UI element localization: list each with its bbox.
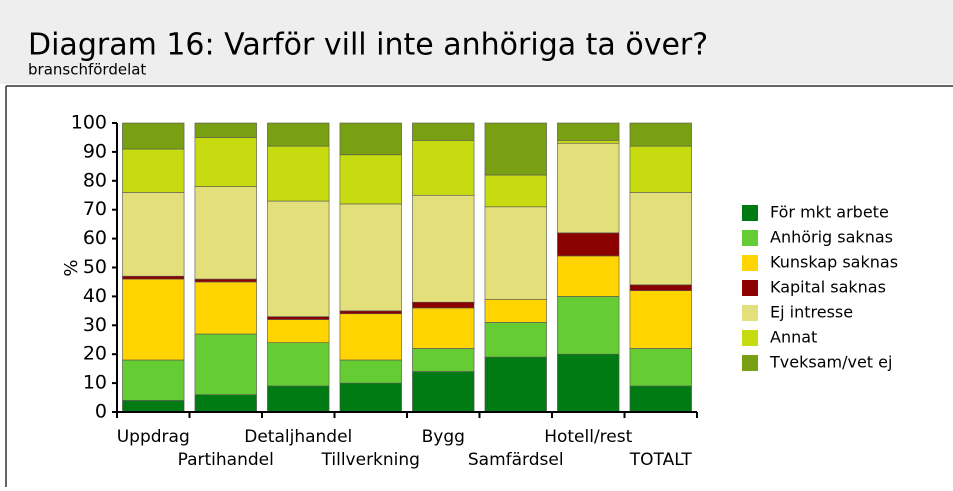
legend-swatch — [742, 305, 758, 321]
legend-label: Kunskap saknas — [770, 253, 898, 272]
bar-segment — [557, 140, 620, 144]
bar-segment — [412, 301, 475, 309]
bar-segment — [412, 194, 475, 303]
legend-swatch — [742, 355, 758, 371]
bar-segment — [194, 186, 257, 280]
y-tick-label: 80 — [83, 169, 107, 191]
bar-segment — [194, 137, 257, 187]
x-tick-label: Detaljhandel — [244, 427, 352, 447]
y-tick-label: 100 — [71, 112, 107, 134]
bar-segment — [194, 122, 257, 138]
y-tick-label: 10 — [83, 372, 107, 394]
bar-segment — [267, 316, 330, 320]
y-tick-label: 60 — [83, 227, 107, 249]
bar-segment — [267, 385, 330, 413]
x-tick-label: Hotell/rest — [544, 427, 632, 447]
bar-segment — [122, 192, 185, 277]
bar-segment — [412, 140, 475, 196]
y-tick-label: 90 — [83, 140, 107, 162]
bar-segment — [629, 385, 692, 413]
y-tick-label: 0 — [95, 401, 107, 423]
bar-segment — [122, 122, 185, 150]
legend-swatch — [742, 330, 758, 346]
bar-segment — [194, 278, 257, 283]
bar-segment — [122, 359, 185, 401]
legend-swatch — [742, 205, 758, 221]
bar-segment — [557, 122, 620, 141]
bar-segment — [484, 356, 547, 413]
bar-segment — [194, 333, 257, 395]
y-tick-label: 50 — [83, 256, 107, 278]
bar-segment — [484, 122, 547, 176]
bar-segment — [122, 275, 185, 280]
bar-segment — [122, 148, 185, 193]
bar-segment — [339, 359, 402, 384]
bar-segment — [557, 142, 620, 234]
bar-segment — [339, 310, 402, 315]
bar-segment — [484, 206, 547, 300]
x-tick-label: Samfärdsel — [468, 450, 564, 470]
y-tick-label: 20 — [83, 343, 107, 365]
y-tick-label: 30 — [83, 314, 107, 336]
bar-segment — [339, 382, 402, 413]
chart-subtitle: branschfördelat — [28, 61, 146, 79]
bar-segment — [484, 322, 547, 358]
bar-segment — [629, 348, 692, 387]
bar-segment — [267, 122, 330, 147]
bar-segment — [267, 145, 330, 202]
bar-segment — [557, 353, 620, 413]
legend-label: Ej intresse — [770, 303, 853, 322]
bar-segment — [122, 278, 185, 361]
bar-segment — [194, 394, 257, 413]
legend-label: Anhörig saknas — [770, 228, 893, 247]
bar-segment — [484, 298, 547, 323]
bar-segment — [412, 122, 475, 141]
legend-label: Tveksam/vet ej — [769, 353, 892, 372]
bar-segment — [412, 307, 475, 349]
x-tick-label: TOTALT — [629, 450, 693, 470]
legend-label: Annat — [770, 328, 817, 347]
bar-segment — [629, 145, 692, 193]
bar-segment — [339, 203, 402, 312]
bar-segment — [339, 313, 402, 361]
x-tick-label: Tillverkning — [321, 450, 420, 470]
y-axis-label: % — [61, 259, 82, 276]
chart-title: Diagram 16: Varför vill inte anhöriga ta… — [28, 28, 708, 63]
bar-segment — [484, 174, 547, 208]
x-tick-label: Uppdrag — [117, 427, 190, 447]
legend-swatch — [742, 280, 758, 296]
y-tick-label: 40 — [83, 285, 107, 307]
bar-segment — [339, 122, 402, 156]
bar-segment — [629, 122, 692, 147]
legend-swatch — [742, 255, 758, 271]
bar-segment — [122, 400, 185, 413]
legend-swatch — [742, 230, 758, 246]
bar-segment — [267, 319, 330, 343]
bar-segment — [557, 255, 620, 297]
y-tick-label: 70 — [83, 198, 107, 220]
legend-label: Kapital saknas — [770, 278, 886, 297]
bar-segment — [339, 154, 402, 205]
bar-segment — [267, 200, 330, 317]
legend-label: För mkt arbete — [770, 203, 889, 222]
bar-segment — [629, 290, 692, 349]
x-tick-label: Partihandel — [178, 450, 274, 470]
bar-segment — [557, 232, 620, 257]
bar-segment — [412, 348, 475, 372]
bar-segment — [194, 281, 257, 335]
bar-segment — [267, 342, 330, 387]
x-tick-label: Bygg — [422, 427, 465, 447]
bar-segment — [557, 296, 620, 355]
bar-segment — [412, 371, 475, 413]
bar-segment — [629, 284, 692, 291]
bar-segment — [629, 192, 692, 286]
header-band — [0, 0, 953, 84]
